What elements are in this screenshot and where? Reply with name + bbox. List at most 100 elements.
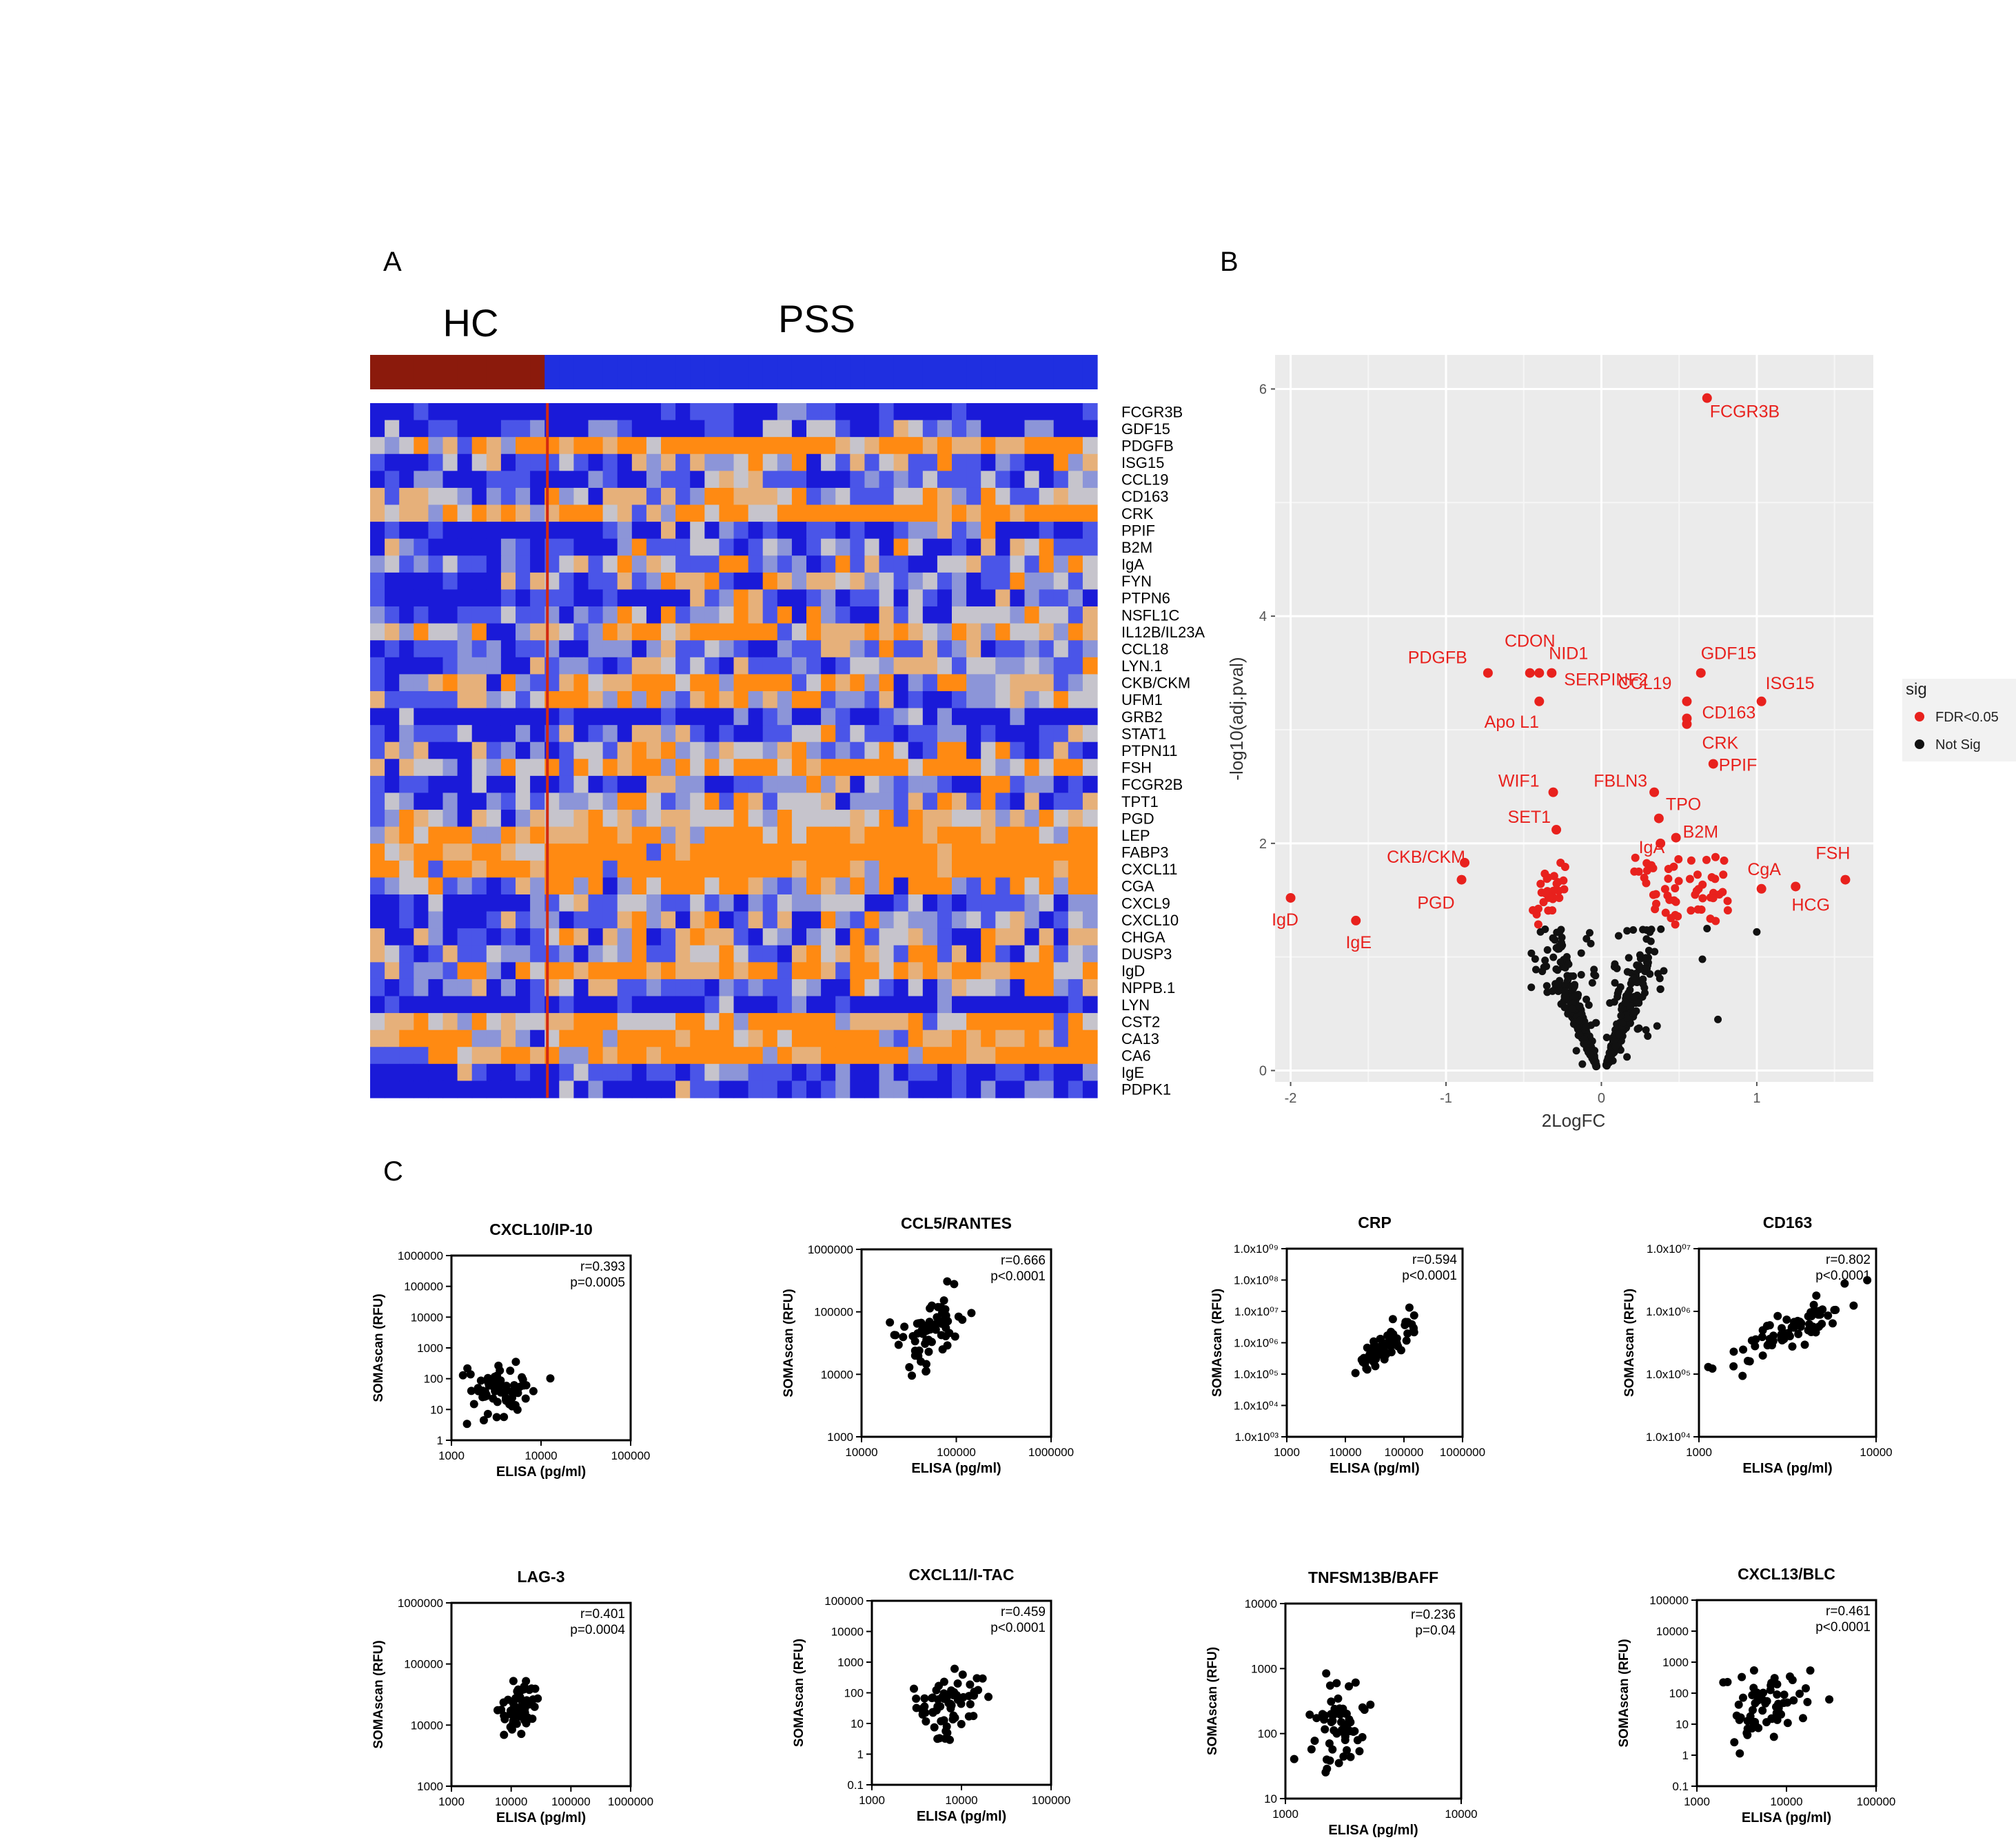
heatmap-cell bbox=[1024, 826, 1040, 844]
heatmap-cell bbox=[908, 487, 924, 506]
scatter-title: TNFSM13B/BAFF bbox=[1308, 1568, 1438, 1586]
heatmap-cell bbox=[370, 657, 385, 675]
heatmap-cell bbox=[791, 538, 807, 556]
heatmap-cell bbox=[937, 538, 953, 556]
heatmap-cell bbox=[428, 1063, 444, 1082]
heatmap-cell bbox=[704, 810, 720, 828]
heatmap-cell bbox=[559, 690, 574, 709]
heatmap-cell bbox=[516, 843, 531, 861]
heatmap-cell bbox=[617, 555, 633, 573]
volcano-point-label: CgA bbox=[1747, 860, 1781, 879]
heatmap-cell bbox=[835, 522, 851, 540]
heatmap-cell bbox=[428, 1013, 444, 1031]
volcano-point-label: IgD bbox=[1272, 910, 1299, 930]
scatter-y-label: SOMAscan (RFU) bbox=[1210, 1289, 1225, 1397]
group-bar-cell bbox=[471, 355, 487, 389]
heatmap-cell bbox=[733, 1013, 749, 1031]
heatmap-cell bbox=[748, 996, 764, 1014]
heatmap-cell bbox=[995, 810, 1010, 828]
heatmap-cell bbox=[1024, 437, 1040, 455]
heatmap-cell bbox=[1010, 555, 1026, 573]
heatmap-cell bbox=[631, 555, 647, 573]
heatmap-cell bbox=[414, 826, 429, 844]
heatmap-cell bbox=[864, 877, 880, 895]
scatter-point bbox=[1764, 1340, 1773, 1349]
heatmap-cell bbox=[1010, 589, 1026, 607]
volcano-point-sig bbox=[1674, 855, 1683, 863]
heatmap-cell bbox=[791, 708, 807, 726]
heatmap-cell bbox=[530, 555, 545, 573]
heatmap-cell bbox=[981, 403, 996, 421]
y-tick-label: 100 bbox=[424, 1373, 443, 1386]
heatmap-cell bbox=[777, 860, 793, 878]
heatmap-cell bbox=[442, 403, 458, 421]
heatmap-cell bbox=[428, 708, 444, 726]
heatmap-cell bbox=[646, 894, 662, 912]
heatmap-cell bbox=[879, 775, 895, 794]
heatmap-cell bbox=[1053, 538, 1069, 556]
heatmap-cell bbox=[762, 996, 778, 1014]
heatmap-cell bbox=[690, 471, 705, 489]
heatmap-cell bbox=[500, 945, 516, 963]
heatmap-cell bbox=[617, 674, 633, 692]
heatmap-cell bbox=[516, 741, 531, 759]
heatmap-cell bbox=[733, 555, 749, 573]
heatmap-cell bbox=[937, 1063, 953, 1082]
heatmap-cell bbox=[835, 487, 851, 506]
heatmap-cell bbox=[762, 775, 778, 794]
heatmap-cell bbox=[806, 725, 822, 743]
heatmap-cell bbox=[370, 437, 385, 455]
scatter-point bbox=[1360, 1706, 1369, 1715]
heatmap-cell bbox=[893, 504, 909, 522]
heatmap-cell bbox=[428, 437, 444, 455]
heatmap-cell bbox=[1068, 877, 1083, 895]
volcano-point-sig bbox=[1671, 920, 1680, 929]
heatmap-cell bbox=[893, 589, 909, 607]
heatmap-cell bbox=[385, 572, 400, 591]
heatmap-cell bbox=[661, 471, 676, 489]
heatmap-cell bbox=[631, 437, 647, 455]
heatmap-cell bbox=[399, 504, 414, 522]
heatmap-cell bbox=[748, 810, 764, 828]
volcano-point-sig bbox=[1840, 874, 1851, 885]
heatmap-cell bbox=[675, 1013, 691, 1031]
heatmap-cell bbox=[399, 1081, 414, 1098]
heatmap-cell bbox=[1010, 572, 1026, 591]
scatter-point bbox=[1785, 1331, 1794, 1340]
heatmap-cell bbox=[995, 640, 1010, 658]
heatmap-cell bbox=[500, 657, 516, 675]
heatmap-cell bbox=[879, 623, 895, 641]
heatmap-cell bbox=[457, 996, 473, 1014]
heatmap-cell bbox=[370, 1047, 385, 1065]
heatmap-cell bbox=[748, 504, 764, 522]
group-bar-cell bbox=[1082, 355, 1098, 389]
heatmap-cell bbox=[559, 928, 574, 946]
heatmap-cell bbox=[1039, 640, 1055, 658]
heatmap-cell bbox=[995, 572, 1010, 591]
heatmap-cell bbox=[486, 657, 502, 675]
heatmap-cell bbox=[850, 996, 865, 1014]
x-tick-label: -2 bbox=[1285, 1091, 1297, 1106]
heatmap-cell bbox=[516, 759, 531, 777]
heatmap-cell bbox=[559, 708, 574, 726]
heatmap-cell bbox=[370, 420, 385, 438]
heatmap-cell bbox=[922, 555, 938, 573]
scatter-x-label: ELISA (pg/ml) bbox=[1330, 1461, 1419, 1476]
heatmap-cell bbox=[661, 487, 676, 506]
heatmap-cell bbox=[486, 1013, 502, 1031]
heatmap-cell bbox=[646, 437, 662, 455]
heatmap-cell bbox=[1053, 775, 1069, 794]
heatmap-cell bbox=[1010, 657, 1026, 675]
heatmap-cell bbox=[1039, 860, 1055, 878]
scatter-point bbox=[1346, 1718, 1355, 1727]
heatmap-cell bbox=[500, 674, 516, 692]
heatmap-cell bbox=[399, 589, 414, 607]
heatmap-cell bbox=[762, 522, 778, 540]
heatmap-cell bbox=[646, 606, 662, 624]
heatmap-cell bbox=[719, 437, 735, 455]
heatmap-cell bbox=[908, 894, 924, 912]
heatmap-cell bbox=[559, 894, 574, 912]
heatmap-cell bbox=[952, 420, 967, 438]
heatmap-cell bbox=[806, 792, 822, 810]
